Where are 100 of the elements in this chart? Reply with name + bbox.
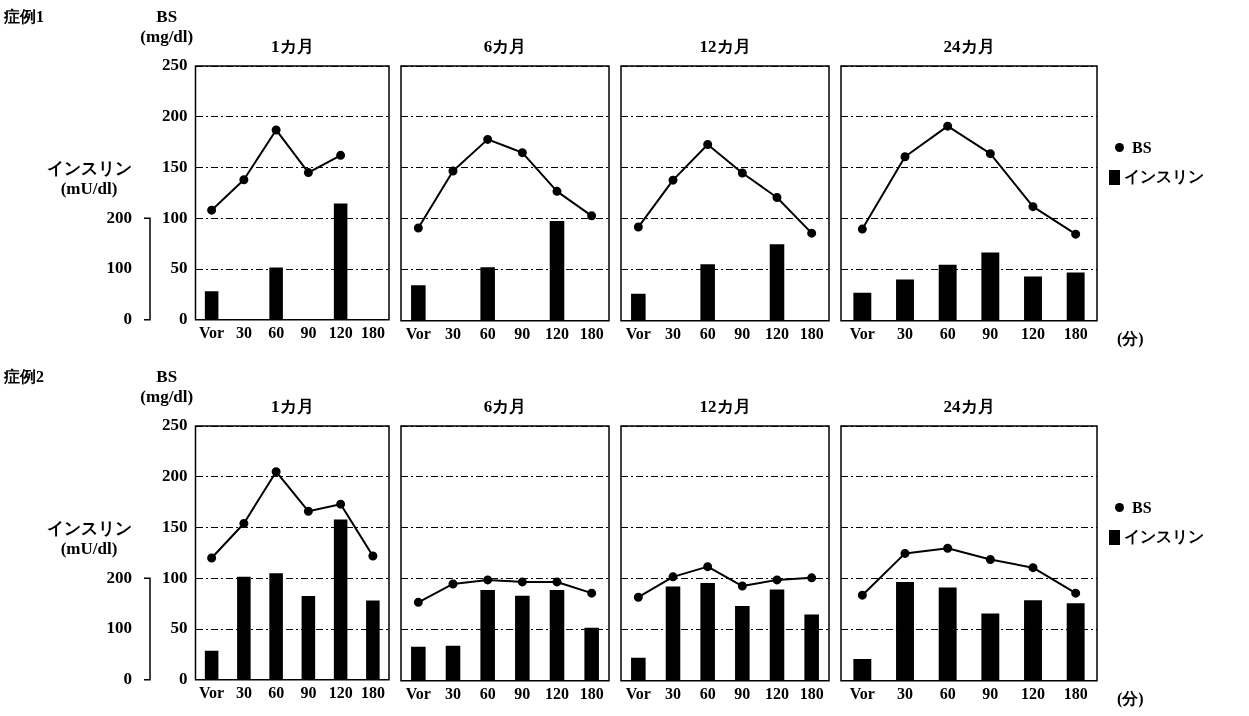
x-tick-label: 180 xyxy=(360,323,385,341)
x-tick-label: 30 xyxy=(235,323,252,341)
text: 症例2 xyxy=(3,368,44,385)
x-tick-label: 60 xyxy=(268,683,285,701)
point xyxy=(985,149,995,159)
x-tick-label: 180 xyxy=(360,683,385,701)
x-tick-label: 120 xyxy=(765,324,789,342)
point xyxy=(303,168,313,178)
x-tick-label: 180 xyxy=(579,324,604,342)
chart-title: 24カ月 xyxy=(943,37,995,56)
y2-tick-label: 100 xyxy=(106,618,132,638)
point xyxy=(271,467,281,477)
text: 症例1 xyxy=(3,8,44,25)
point xyxy=(448,166,458,176)
point xyxy=(943,543,953,553)
point xyxy=(448,579,458,589)
y-tick-label: 100 xyxy=(162,207,188,227)
x-tick-label: Vor xyxy=(405,324,431,342)
x-tick-label: 120 xyxy=(545,684,569,702)
x-tick-label: 30 xyxy=(897,324,913,342)
chart-title: 6カ月 xyxy=(483,37,527,56)
point xyxy=(552,577,562,587)
y-tick-label: 200 xyxy=(162,106,188,126)
point xyxy=(985,555,995,565)
point xyxy=(1028,563,1038,573)
x-tick-label: Vor xyxy=(405,684,431,702)
point xyxy=(517,577,527,587)
y2-axis-title: インスリン (mU/dl) xyxy=(46,519,132,559)
point xyxy=(207,553,217,563)
y-tick-label: 250 xyxy=(162,55,188,75)
x-tick-label: 60 xyxy=(479,324,496,342)
point xyxy=(336,499,346,509)
point xyxy=(633,222,643,232)
point xyxy=(807,228,817,238)
point xyxy=(271,125,281,135)
point xyxy=(737,581,747,591)
x-tick-label: 30 xyxy=(897,684,913,702)
point xyxy=(703,562,713,572)
x-tick-label: 60 xyxy=(939,684,956,702)
x-tick-label: 90 xyxy=(514,324,531,342)
point xyxy=(807,573,817,583)
chart-title: 12カ月 xyxy=(699,37,751,56)
point xyxy=(943,121,953,131)
x-tick-label: 60 xyxy=(268,323,285,341)
x-tick-label: Vor xyxy=(849,684,875,702)
legend-label: BS xyxy=(1132,138,1152,157)
x-tick-label: 90 xyxy=(300,683,317,701)
text: (分) xyxy=(1117,690,1144,708)
point xyxy=(303,506,313,516)
x-tick-label: 30 xyxy=(445,684,461,702)
point xyxy=(207,205,217,215)
point xyxy=(668,572,678,582)
chart-title: 12カ月 xyxy=(699,397,751,416)
chart-title: 6カ月 xyxy=(483,397,527,416)
x-tick-label: 120 xyxy=(1021,324,1045,342)
legend-label: インスリン xyxy=(1124,526,1204,547)
point xyxy=(900,152,910,162)
chart-title: 24カ月 xyxy=(943,397,995,416)
y2-tick-label: 200 xyxy=(106,207,132,227)
x-tick-label: 60 xyxy=(699,684,716,702)
point xyxy=(587,588,597,598)
point xyxy=(239,518,249,528)
x-tick-label: 30 xyxy=(445,324,461,342)
x-tick-label: Vor xyxy=(625,684,651,702)
point xyxy=(552,186,562,196)
chart-title: 1カ月 xyxy=(271,37,314,56)
x-tick-label: 90 xyxy=(982,324,999,342)
y2-tick-label: 200 xyxy=(106,567,132,587)
y-tick-label: 50 xyxy=(170,258,188,278)
x-tick-label: Vor xyxy=(849,324,875,342)
y-tick-label: 50 xyxy=(170,618,188,638)
x-tick-label: 180 xyxy=(799,324,824,342)
legend-label: インスリン xyxy=(1124,166,1204,187)
point xyxy=(483,575,493,585)
x-tick-label: 30 xyxy=(665,684,681,702)
point xyxy=(1071,229,1081,239)
point xyxy=(483,134,493,144)
x-tick-label: 90 xyxy=(734,684,751,702)
y-axis-title: BS (mg/dl) xyxy=(140,7,194,46)
point xyxy=(668,175,678,185)
y-tick-label: 200 xyxy=(162,466,188,486)
x-tick-label: 30 xyxy=(665,324,681,342)
x-tick-label: 90 xyxy=(734,324,751,342)
x-tick-label: Vor xyxy=(199,683,225,701)
x-tick-label: 90 xyxy=(300,323,317,341)
y-tick-label: 150 xyxy=(162,156,188,176)
x-tick-label: 180 xyxy=(1063,324,1088,342)
y-tick-label: 150 xyxy=(162,516,188,536)
x-tick-label: 60 xyxy=(479,684,496,702)
y-tick-label: 0 xyxy=(179,669,188,689)
point xyxy=(336,150,346,160)
x-tick-label: 60 xyxy=(699,324,716,342)
x-tick-label: 90 xyxy=(982,684,999,702)
legend-label: BS xyxy=(1132,498,1152,517)
point xyxy=(1071,588,1081,598)
point xyxy=(239,175,249,185)
x-tick-label: 180 xyxy=(799,684,824,702)
x-tick-label: 30 xyxy=(235,683,252,701)
point xyxy=(413,597,423,607)
y-tick-label: 100 xyxy=(162,567,188,587)
